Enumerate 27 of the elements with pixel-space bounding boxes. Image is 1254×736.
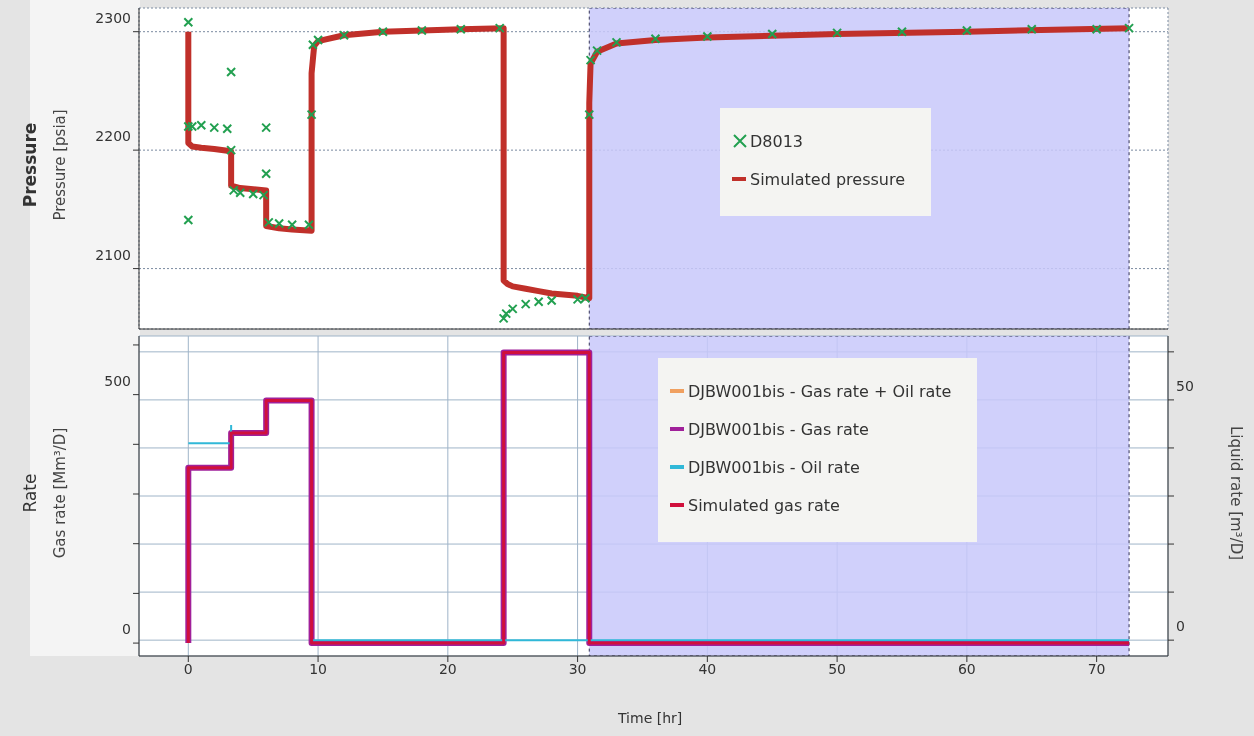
y-tick-label: 500	[104, 372, 131, 389]
legend-label: D8013	[750, 131, 804, 151]
y2-axis-title: Liquid rate [m³/D]	[1227, 425, 1245, 561]
legend-label: DJBW001bis - Gas rate + Oil rate	[688, 381, 952, 401]
x-tick-label: 60	[957, 660, 976, 677]
text: Rate	[19, 473, 40, 513]
text: Pressure	[20, 122, 41, 208]
y2-tick-label: 0	[1176, 618, 1185, 635]
y2-tick-label: 50	[1176, 377, 1194, 394]
y-axis-title: Pressure [psia]	[51, 109, 69, 221]
x-tick-label: 40	[698, 660, 717, 677]
legend-label: Simulated pressure	[750, 169, 906, 189]
x-tick-label: 30	[568, 660, 587, 677]
legend-label: DJBW001bis - Gas rate	[688, 419, 869, 439]
x-axis-title: Time [hr]	[618, 710, 683, 726]
x-tick-label: 20	[438, 660, 457, 677]
legend-label: DJBW001bis - Oil rate	[688, 457, 860, 477]
y-tick-label: 0	[122, 621, 131, 638]
x-tick-label: 10	[309, 660, 327, 677]
y-tick-label: 2300	[95, 9, 131, 26]
x-tick-label: 0	[183, 660, 193, 677]
x-tick-label: 50	[828, 660, 847, 677]
legend-label: Simulated gas rate	[688, 495, 840, 515]
x-tick-label: 70	[1087, 660, 1106, 677]
y-tick-label: 2100	[95, 246, 131, 263]
y-axis-title: Gas rate [Mm³/D]	[51, 427, 70, 559]
y-tick-label: 2200	[95, 128, 131, 145]
